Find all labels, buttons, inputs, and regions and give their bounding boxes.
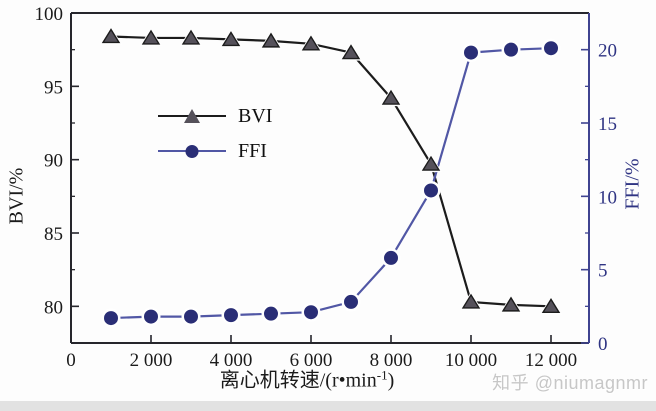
ffi-data-point (544, 41, 558, 56)
y-left-tick-label: 90 (44, 151, 63, 172)
bvi-data-point (101, 28, 121, 44)
bvi-line (110, 35, 552, 308)
legend-sample-ffi (158, 143, 226, 159)
ffi-data-point (304, 305, 318, 320)
watermark: 知乎 @niumagnmr (492, 369, 648, 395)
bvi-data-point (381, 89, 401, 105)
x-tick-label: 12 000 (525, 350, 577, 371)
bvi-data-point (541, 297, 561, 314)
circle-marker-icon (185, 145, 199, 158)
y-left-tick-label: 80 (44, 297, 63, 318)
ffi-line (110, 47, 552, 320)
y-left-tick-label: 85 (44, 224, 63, 245)
bvi-data-point (421, 155, 441, 171)
bottom-strip (0, 401, 656, 411)
legend-item-bvi: BVI (158, 103, 272, 129)
bvi-data-point (141, 29, 161, 45)
x-tick-label: 10 000 (445, 350, 497, 371)
watermark-brand: 知乎 (492, 373, 530, 393)
watermark-handle: @niumagnmr (534, 373, 648, 393)
ffi-data-point (144, 309, 158, 324)
y-right-tick-label: 20 (598, 41, 617, 62)
legend: BVI FFI (158, 103, 272, 173)
ffi-data-point (184, 309, 198, 324)
bvi-data-point (341, 44, 361, 60)
y-right-tick-label: 5 (598, 261, 608, 282)
triangle-marker-icon (184, 109, 200, 123)
y-right-tick-label: 0 (598, 334, 608, 355)
y-axis-label-left: BVI/% (5, 167, 28, 225)
ffi-data-point (224, 308, 238, 323)
y-left-tick-label: 100 (35, 4, 64, 25)
bvi-data-point (301, 35, 321, 51)
ffi-data-point (464, 45, 478, 60)
y-right-tick-label: 10 (598, 187, 617, 208)
bvi-data-point (261, 32, 281, 48)
y-axis-label-right: FFI/% (621, 158, 644, 210)
legend-label-bvi: BVI (238, 104, 273, 127)
ffi-data-point (504, 42, 518, 57)
x-tick-label: 8 000 (370, 350, 413, 371)
bvi-data-point (501, 296, 521, 312)
y-left-tick-label: 95 (44, 77, 63, 98)
x-tick-label: 0 (66, 350, 76, 371)
legend-label-ffi: FFI (238, 139, 267, 162)
legend-item-ffi: FFI (158, 138, 272, 164)
x-axis-label: 离心机转速/(r•min-1) (220, 364, 395, 393)
x-axis-label-suffix: ) (387, 369, 395, 392)
ffi-data-point (264, 306, 278, 321)
x-axis-label-superscript: -1 (376, 367, 388, 383)
ffi-data-point (424, 183, 438, 198)
ffi-data-point (384, 250, 398, 265)
legend-sample-bvi (158, 108, 226, 124)
bvi-data-point (461, 293, 481, 309)
x-tick-label: 4 000 (210, 350, 253, 371)
x-tick-label: 6 000 (290, 350, 333, 371)
bvi-data-point (221, 31, 241, 47)
x-axis-label-text: 离心机转速/(r•min (219, 369, 377, 392)
ffi-data-point (104, 311, 118, 326)
x-tick-label: 2 000 (130, 350, 173, 371)
ffi-data-point (344, 294, 358, 309)
y-right-tick-label: 15 (598, 114, 617, 135)
bvi-data-point (181, 29, 201, 45)
